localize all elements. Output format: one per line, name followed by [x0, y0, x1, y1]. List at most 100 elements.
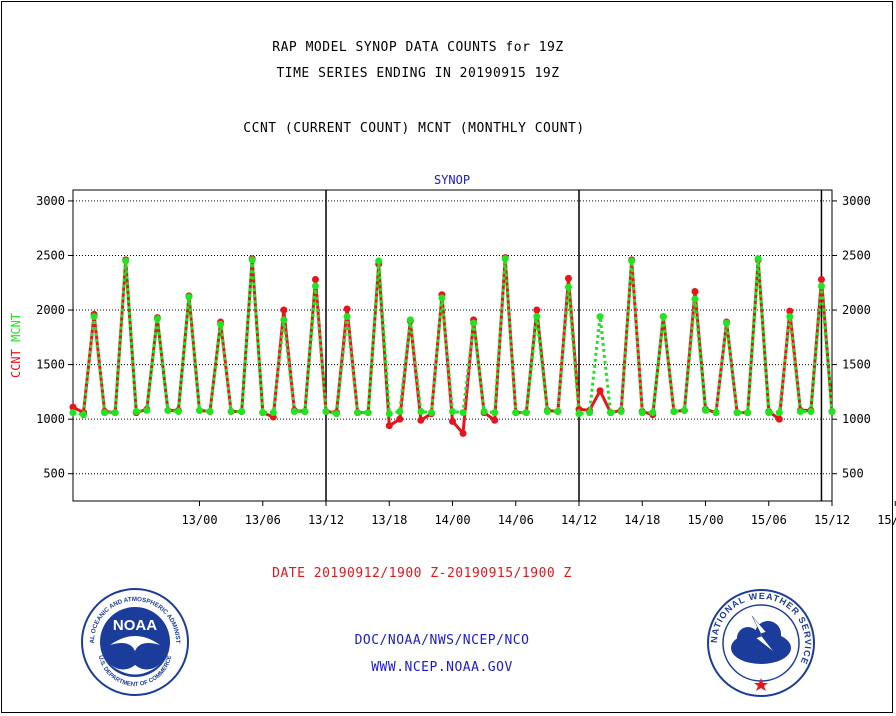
- y-axis-label-ccnt: CCNT: [9, 349, 23, 378]
- data-point-mcnt: [343, 313, 351, 321]
- data-point-mcnt: [533, 313, 541, 321]
- data-point-mcnt: [259, 409, 267, 417]
- data-point-mcnt: [385, 410, 393, 418]
- data-point-mcnt: [364, 409, 372, 417]
- x-tick-label: 14/18: [624, 513, 660, 527]
- chart-area: 500 500 1000 1000 1500 1500 2000 2000 2500 2500 30…: [9, 173, 896, 527]
- data-point-mcnt: [269, 409, 277, 417]
- data-point-ccnt: [533, 306, 541, 314]
- data-point-mcnt: [670, 408, 678, 416]
- y-tick-label: 2000: [36, 303, 65, 317]
- chart-title: SYNOP: [434, 173, 470, 187]
- data-point-mcnt: [111, 409, 119, 417]
- x-tick-label: 15/18: [877, 513, 896, 527]
- data-point-mcnt: [196, 406, 203, 414]
- data-point-mcnt: [143, 406, 151, 414]
- data-point-ccnt: [691, 287, 699, 295]
- data-point-ccnt: [396, 415, 404, 423]
- data-point-mcnt: [427, 409, 435, 417]
- x-tick-label: 15/12: [814, 513, 850, 527]
- data-point-mcnt: [90, 313, 98, 321]
- data-point-ccnt: [786, 307, 794, 315]
- ncep-url[interactable]: WWW.NCEP.NOAA.GOV: [371, 660, 513, 675]
- chart-subtitle: CCNT (CURRENT COUNT) MCNT (MONTHLY COUNT…: [243, 121, 585, 136]
- data-point-mcnt: [659, 313, 667, 321]
- data-point-mcnt: [775, 409, 783, 417]
- data-point-mcnt: [543, 408, 551, 416]
- y-tick-label-right: 2500: [842, 248, 871, 262]
- data-point-mcnt: [754, 255, 762, 263]
- noaa-logo: NOAA NATIONAL OCEANIC AND ATMOSPHERIC AD…: [80, 587, 189, 696]
- data-point-mcnt: [470, 319, 478, 327]
- data-point-mcnt: [501, 255, 509, 263]
- data-point-ccnt: [596, 387, 604, 395]
- noaa-logo-text: NOAA: [113, 617, 157, 634]
- data-point-mcnt: [817, 282, 825, 290]
- series-line-ccnt: [73, 257, 832, 437]
- x-tick-label: 13/18: [371, 513, 407, 527]
- y-tick-label: 3000: [36, 194, 65, 208]
- y-tick-label-right: 3000: [842, 194, 871, 208]
- y-tick-label-right: 500: [842, 467, 864, 481]
- data-point-mcnt: [438, 294, 446, 302]
- data-point-mcnt: [522, 409, 530, 417]
- x-tick-label: 14/12: [561, 513, 597, 527]
- data-point-ccnt: [280, 306, 288, 314]
- data-point-mcnt: [796, 408, 804, 416]
- data-point-mcnt: [712, 409, 720, 417]
- data-point-mcnt: [406, 316, 414, 324]
- y-tick-label-right: 2000: [842, 303, 871, 317]
- data-point-mcnt: [69, 409, 77, 417]
- y-axis-label-mcnt: MCNT: [9, 313, 23, 349]
- data-point-ccnt: [817, 275, 825, 283]
- data-point-ccnt: [417, 416, 425, 424]
- data-point-mcnt: [354, 409, 362, 417]
- data-point-mcnt: [248, 256, 256, 264]
- data-point-mcnt: [680, 406, 688, 414]
- data-point-mcnt: [786, 313, 794, 321]
- x-tick-label: 13/06: [245, 513, 281, 527]
- data-point-ccnt: [311, 275, 319, 283]
- data-point-mcnt: [80, 411, 88, 419]
- data-point-mcnt: [449, 408, 456, 416]
- data-point-ccnt: [449, 417, 456, 425]
- data-point-mcnt: [807, 408, 815, 416]
- series-line-mcnt: [73, 258, 832, 417]
- data-point-mcnt: [586, 409, 594, 417]
- data-point-mcnt: [311, 282, 319, 290]
- chart-title-line-1: RAP MODEL SYNOP DATA COUNTS for 19Z: [272, 40, 564, 55]
- data-point-ccnt: [491, 416, 499, 424]
- data-point-mcnt: [491, 409, 499, 417]
- x-tick-label: 13/12: [308, 513, 344, 527]
- nws-logo: NATIONAL WEATHER SERVICE: [707, 589, 815, 697]
- y-tick-label: 1000: [36, 412, 65, 426]
- data-point-mcnt: [153, 315, 161, 323]
- data-point-mcnt: [649, 409, 657, 417]
- data-point-mcnt: [564, 283, 572, 291]
- data-point-mcnt: [217, 320, 225, 328]
- data-point-mcnt: [238, 408, 246, 416]
- data-point-mcnt: [396, 408, 404, 416]
- x-tick-label: 14/00: [434, 513, 470, 527]
- data-point-mcnt: [733, 409, 741, 417]
- data-point-ccnt: [343, 305, 351, 313]
- chart-title-line-2: TIME SERIES ENDING IN 20190915 19Z: [276, 66, 560, 81]
- date-range: DATE 20190912/1900 Z-20190915/1900 Z: [272, 566, 572, 581]
- plot-frame: [72, 189, 833, 502]
- data-point-mcnt: [638, 409, 646, 417]
- data-point-mcnt: [164, 406, 172, 414]
- data-point-mcnt: [101, 409, 109, 417]
- data-point-mcnt: [744, 409, 752, 417]
- data-point-mcnt: [702, 406, 709, 414]
- y-tick-label-right: 1500: [842, 358, 871, 372]
- data-point-mcnt: [765, 409, 773, 417]
- y-tick-label-right: 1000: [842, 412, 871, 426]
- x-tick-label: 13/00: [181, 513, 217, 527]
- data-point-mcnt: [122, 257, 130, 265]
- data-point-mcnt: [185, 293, 193, 301]
- data-point-mcnt: [375, 257, 383, 265]
- data-point-mcnt: [333, 410, 341, 418]
- x-tick-label: 15/00: [687, 513, 723, 527]
- y-tick-label: 2500: [36, 248, 65, 262]
- data-point-ccnt: [564, 274, 572, 282]
